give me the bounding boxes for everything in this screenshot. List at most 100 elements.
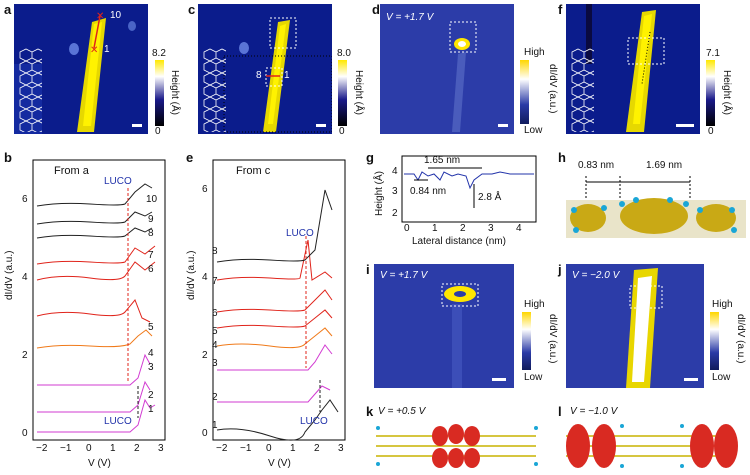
curve-e-5	[216, 309, 333, 329]
plot-b-ytick: 6	[22, 194, 28, 205]
plot-e-xlabel: V (V)	[268, 458, 291, 469]
colorbar-j-max: High	[712, 299, 733, 310]
curve-label: 1	[148, 404, 154, 415]
h-hydrogens	[571, 197, 737, 233]
plot-b-xtick: 1	[110, 443, 116, 454]
marker-a-1: 1	[104, 44, 110, 55]
plot-g-d1: 0.84 nm	[410, 186, 447, 197]
stm-image-c: 8 1	[198, 4, 332, 134]
colorbar-f	[706, 60, 715, 126]
curve-e-1	[216, 399, 339, 441]
curve-b-7	[36, 245, 156, 265]
plot-e-xtick: 1	[290, 443, 296, 454]
curve-b-2	[37, 380, 151, 413]
panel-label-f: f	[558, 2, 563, 17]
panel-label-b: b	[4, 150, 12, 165]
curve-label: 4	[148, 348, 154, 359]
orbital-model-k	[376, 424, 538, 468]
panel-label-d: d	[372, 2, 380, 17]
plot-b-xtick: 2	[134, 443, 140, 454]
colorbar-d	[520, 60, 529, 124]
colorbar-j	[710, 312, 719, 370]
stm-image-d-drawing	[380, 4, 514, 134]
plot-g-dh: 2.8 Å	[478, 192, 502, 203]
curve-b-5	[36, 299, 151, 323]
curve-b-4	[36, 329, 153, 349]
plot-e-title: From c	[236, 165, 271, 177]
plot-b-frame	[32, 159, 166, 441]
curve-b-9	[36, 211, 153, 225]
bias-label-j: V = −2.0 V	[572, 270, 620, 281]
plot-b-ytick: 4	[22, 272, 28, 283]
bias-label-i: V = +1.7 V	[380, 270, 428, 281]
colorbar-a-label: Height (Å)	[169, 70, 180, 116]
plot-g-ytick: 3	[392, 186, 398, 197]
curve-label: 5	[148, 322, 154, 333]
curve-b-8	[36, 227, 153, 239]
curve-e-7	[216, 239, 333, 281]
bias-label-k: V = +0.5 V	[378, 406, 426, 417]
plot-e-ytick: 6	[202, 184, 208, 195]
plot-b-ytick: 0	[22, 428, 28, 439]
colorbar-d-label: dI/dV (a.u.)	[547, 64, 558, 114]
plot-g-ylabel: Height (Å)	[374, 170, 385, 216]
panel-label-l: l	[558, 404, 562, 419]
plot-e-frame	[212, 159, 346, 441]
plot-b-title: From a	[54, 165, 89, 177]
colorbar-a-min: 0	[155, 126, 161, 137]
svg-text:✕: ✕	[90, 45, 98, 56]
plot-e-curves	[216, 189, 339, 441]
plot-b-curves	[36, 183, 156, 433]
colorbar-d-max: High	[524, 47, 545, 58]
bias-label-l: V = −1.0 V	[570, 406, 618, 417]
curve-label: 3	[148, 362, 154, 373]
curve-e-6	[216, 289, 333, 313]
plot-g-profile	[404, 171, 534, 190]
plot-e-xtick: 0	[266, 443, 272, 454]
plot-e-ylabel: dI/dV (a.u.)	[186, 250, 197, 300]
colorbar-i	[522, 312, 531, 370]
curve-label: 8	[212, 246, 218, 257]
panel-label-j: j	[558, 262, 562, 277]
colorbar-c-label: Height (Å)	[353, 70, 364, 116]
stm-image-i-drawing	[374, 264, 514, 388]
plot-g-ytick: 4	[392, 166, 398, 177]
stm-image-f	[566, 4, 700, 134]
l-orbitals	[566, 424, 738, 468]
l-hydrogens	[620, 424, 684, 468]
plot-b-luco-o: LUCO	[104, 176, 132, 187]
plot-g-xtick: 0	[404, 223, 410, 234]
curve-label: 9	[148, 214, 154, 225]
colorbar-c-max: 8.0	[337, 48, 351, 59]
colorbar-a-max: 8.2	[152, 48, 166, 59]
plot-e-xtick: 2	[314, 443, 320, 454]
plot-g-ytick: 2	[392, 208, 398, 219]
plot-b-xtick: −1	[60, 443, 72, 454]
plot-b-ylabel: dI/dV (a.u.)	[4, 250, 15, 300]
stm-image-i: V = +1.7 V	[374, 264, 514, 388]
panel-label-k: k	[366, 404, 374, 419]
plot-b	[32, 159, 166, 441]
curve-e-3	[217, 344, 333, 371]
plot-e-xtick: −1	[240, 443, 252, 454]
orbital-model-l	[566, 424, 738, 468]
curve-label: 2	[148, 390, 154, 401]
curve-label: 8	[148, 228, 154, 239]
molecule-schematic-c	[203, 48, 226, 132]
molecule-schematic-a	[19, 48, 42, 132]
plot-b-luco-p: LUCO	[104, 416, 132, 427]
colorbar-a	[155, 60, 164, 126]
plot-g-xtick: 4	[516, 223, 522, 234]
h-molecule	[570, 198, 736, 234]
stm-image-j-drawing	[566, 264, 704, 388]
plot-g-xtick: 3	[488, 223, 494, 234]
plot-e-xtick: 3	[338, 443, 344, 454]
plot-e-ytick: 0	[202, 428, 208, 439]
curve-e-8	[216, 189, 333, 263]
curve-label: 6	[148, 264, 154, 275]
curve-label: 1	[212, 420, 218, 431]
marker-c-8: 8	[256, 70, 262, 81]
svg-text:✕: ✕	[96, 11, 104, 22]
plot-b-xtick: −2	[36, 443, 48, 454]
plot-g-xlabel: Lateral distance (nm)	[412, 236, 506, 247]
